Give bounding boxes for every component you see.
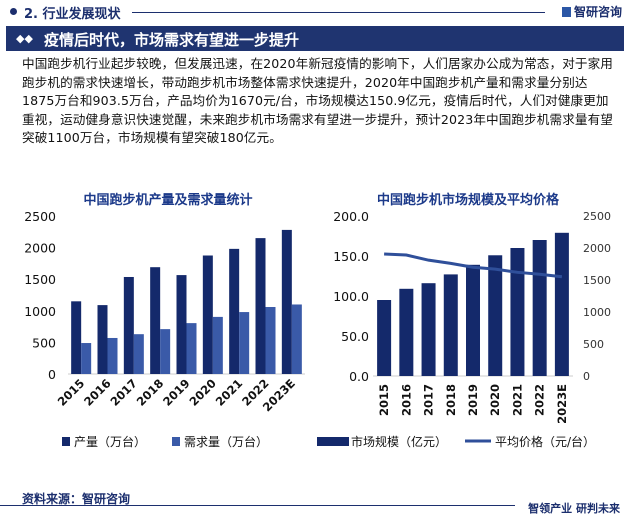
bar-demand — [186, 323, 197, 374]
y-tick-label: 1500 — [24, 272, 56, 287]
brand-name: 智研咨询 — [573, 5, 622, 19]
x-tick-label: 2018 — [444, 384, 458, 416]
x-tick-label: 2020 — [186, 376, 219, 409]
bar-market-size — [466, 264, 480, 376]
x-tick-label: 2021 — [213, 376, 246, 409]
bar-market-size — [532, 240, 547, 376]
x-tick-label: 2017 — [422, 384, 436, 416]
x-tick-label: 2015 — [377, 384, 391, 416]
line-average-price — [384, 252, 563, 279]
bar-market-size — [510, 248, 525, 376]
x-tick-label: 2016 — [399, 384, 413, 416]
body-paragraph: 中国跑步机行业起步较晚，但发展迅速，在2020年新冠疫情的影响下，人们居家办公成… — [22, 56, 613, 145]
divider — [132, 12, 545, 13]
bar-market-size — [554, 232, 569, 376]
banner: ◆◆ 疫情后时代，市场需求有望进一步提升 — [6, 26, 624, 51]
bar-production — [150, 267, 161, 374]
x-tick-label: 2018 — [134, 376, 167, 409]
y-tick-label: 2000 — [24, 241, 56, 256]
bar-demand — [133, 334, 144, 374]
banner-title: 疫情后时代，市场需求有望进一步提升 — [44, 31, 300, 49]
bar-demand — [212, 316, 223, 374]
y-tick-label: 0 — [48, 367, 56, 382]
bar-demand — [160, 329, 171, 374]
market-size-price-chart: 中国跑步机市场规模及平均价格 0.0 50.0 100.0 150.0 200.0 0 500… — [317, 192, 611, 449]
bar-production — [255, 238, 266, 374]
x-tick-label: 2019 — [466, 384, 480, 416]
bar-market-size — [488, 255, 503, 376]
y-tick-label: 100.0 — [333, 289, 369, 304]
legend-label: 平均价格（元/台） — [495, 434, 595, 449]
x-tick-label: 2015 — [55, 376, 88, 409]
legend-swatch — [62, 437, 70, 446]
bar-demand — [291, 304, 302, 374]
bar-demand — [107, 337, 118, 374]
y-tick-label: 2500 — [24, 209, 56, 224]
chart-title: 中国跑步机市场规模及平均价格 — [377, 192, 560, 208]
bar-market-size — [377, 300, 392, 376]
bar-production — [202, 255, 213, 374]
y2-tick-label: 0 — [583, 370, 590, 383]
y-tick-label: 150.0 — [333, 249, 369, 264]
bar-market-size — [421, 283, 436, 376]
bar-production — [97, 305, 108, 374]
bar-production — [176, 275, 187, 374]
legend-swatch — [172, 437, 180, 446]
slogan: 智领产业 研判未来 — [528, 502, 620, 515]
section-header: 2. 行业发展现状 智研咨询 — [0, 0, 630, 24]
bullet-icon — [10, 8, 17, 15]
legend-label: 需求量（万台） — [184, 434, 268, 449]
footer-divider — [0, 505, 515, 506]
production-demand-chart: 中国跑步机产量及需求量统计050010001500200025002015201… — [24, 192, 305, 449]
bar-production — [123, 276, 134, 374]
chart-title: 中国跑步机产量及需求量统计 — [83, 192, 252, 208]
brand-logo: 智研咨询 — [561, 3, 622, 20]
legend-swatch-bar — [317, 437, 349, 446]
source-note: 资料来源：智研咨询 — [22, 492, 131, 506]
y2-tick-label: 2000 — [583, 242, 611, 255]
bar-market-size — [443, 274, 458, 376]
y2-tick-label: 1000 — [583, 306, 611, 319]
bar-demand — [239, 312, 250, 374]
bar-production — [229, 248, 240, 374]
y-tick-label: 200.0 — [333, 209, 369, 224]
x-tick-label: 2016 — [81, 376, 114, 409]
logo-icon — [561, 7, 571, 17]
x-tick-label: 2021 — [510, 384, 524, 416]
y-tick-label: 500 — [32, 335, 56, 350]
bar-production — [71, 301, 82, 374]
y-tick-label: 50.0 — [341, 329, 369, 344]
x-tick-label: 2019 — [160, 376, 193, 409]
x-tick-label: 2023E — [555, 384, 569, 424]
legend-label: 市场规模（亿元） — [351, 434, 447, 449]
y2-tick-label: 2500 — [583, 210, 611, 223]
y-tick-label: 1000 — [24, 304, 56, 319]
bar-market-size — [399, 288, 414, 376]
y2-tick-label: 500 — [583, 338, 604, 351]
bar-demand — [265, 307, 276, 374]
bar-production — [281, 229, 292, 374]
section-title: 2. 行业发展现状 — [24, 7, 121, 22]
bar-demand — [81, 343, 92, 374]
legend-label: 产量（万台） — [74, 434, 146, 449]
x-tick-label: 2022 — [533, 384, 547, 416]
y-tick-label: 0.0 — [349, 369, 369, 384]
y2-tick-label: 1500 — [583, 274, 611, 287]
x-tick-label: 2017 — [107, 376, 140, 409]
x-tick-label: 2020 — [488, 384, 502, 416]
diamond-icon: ◆◆ — [16, 32, 33, 45]
